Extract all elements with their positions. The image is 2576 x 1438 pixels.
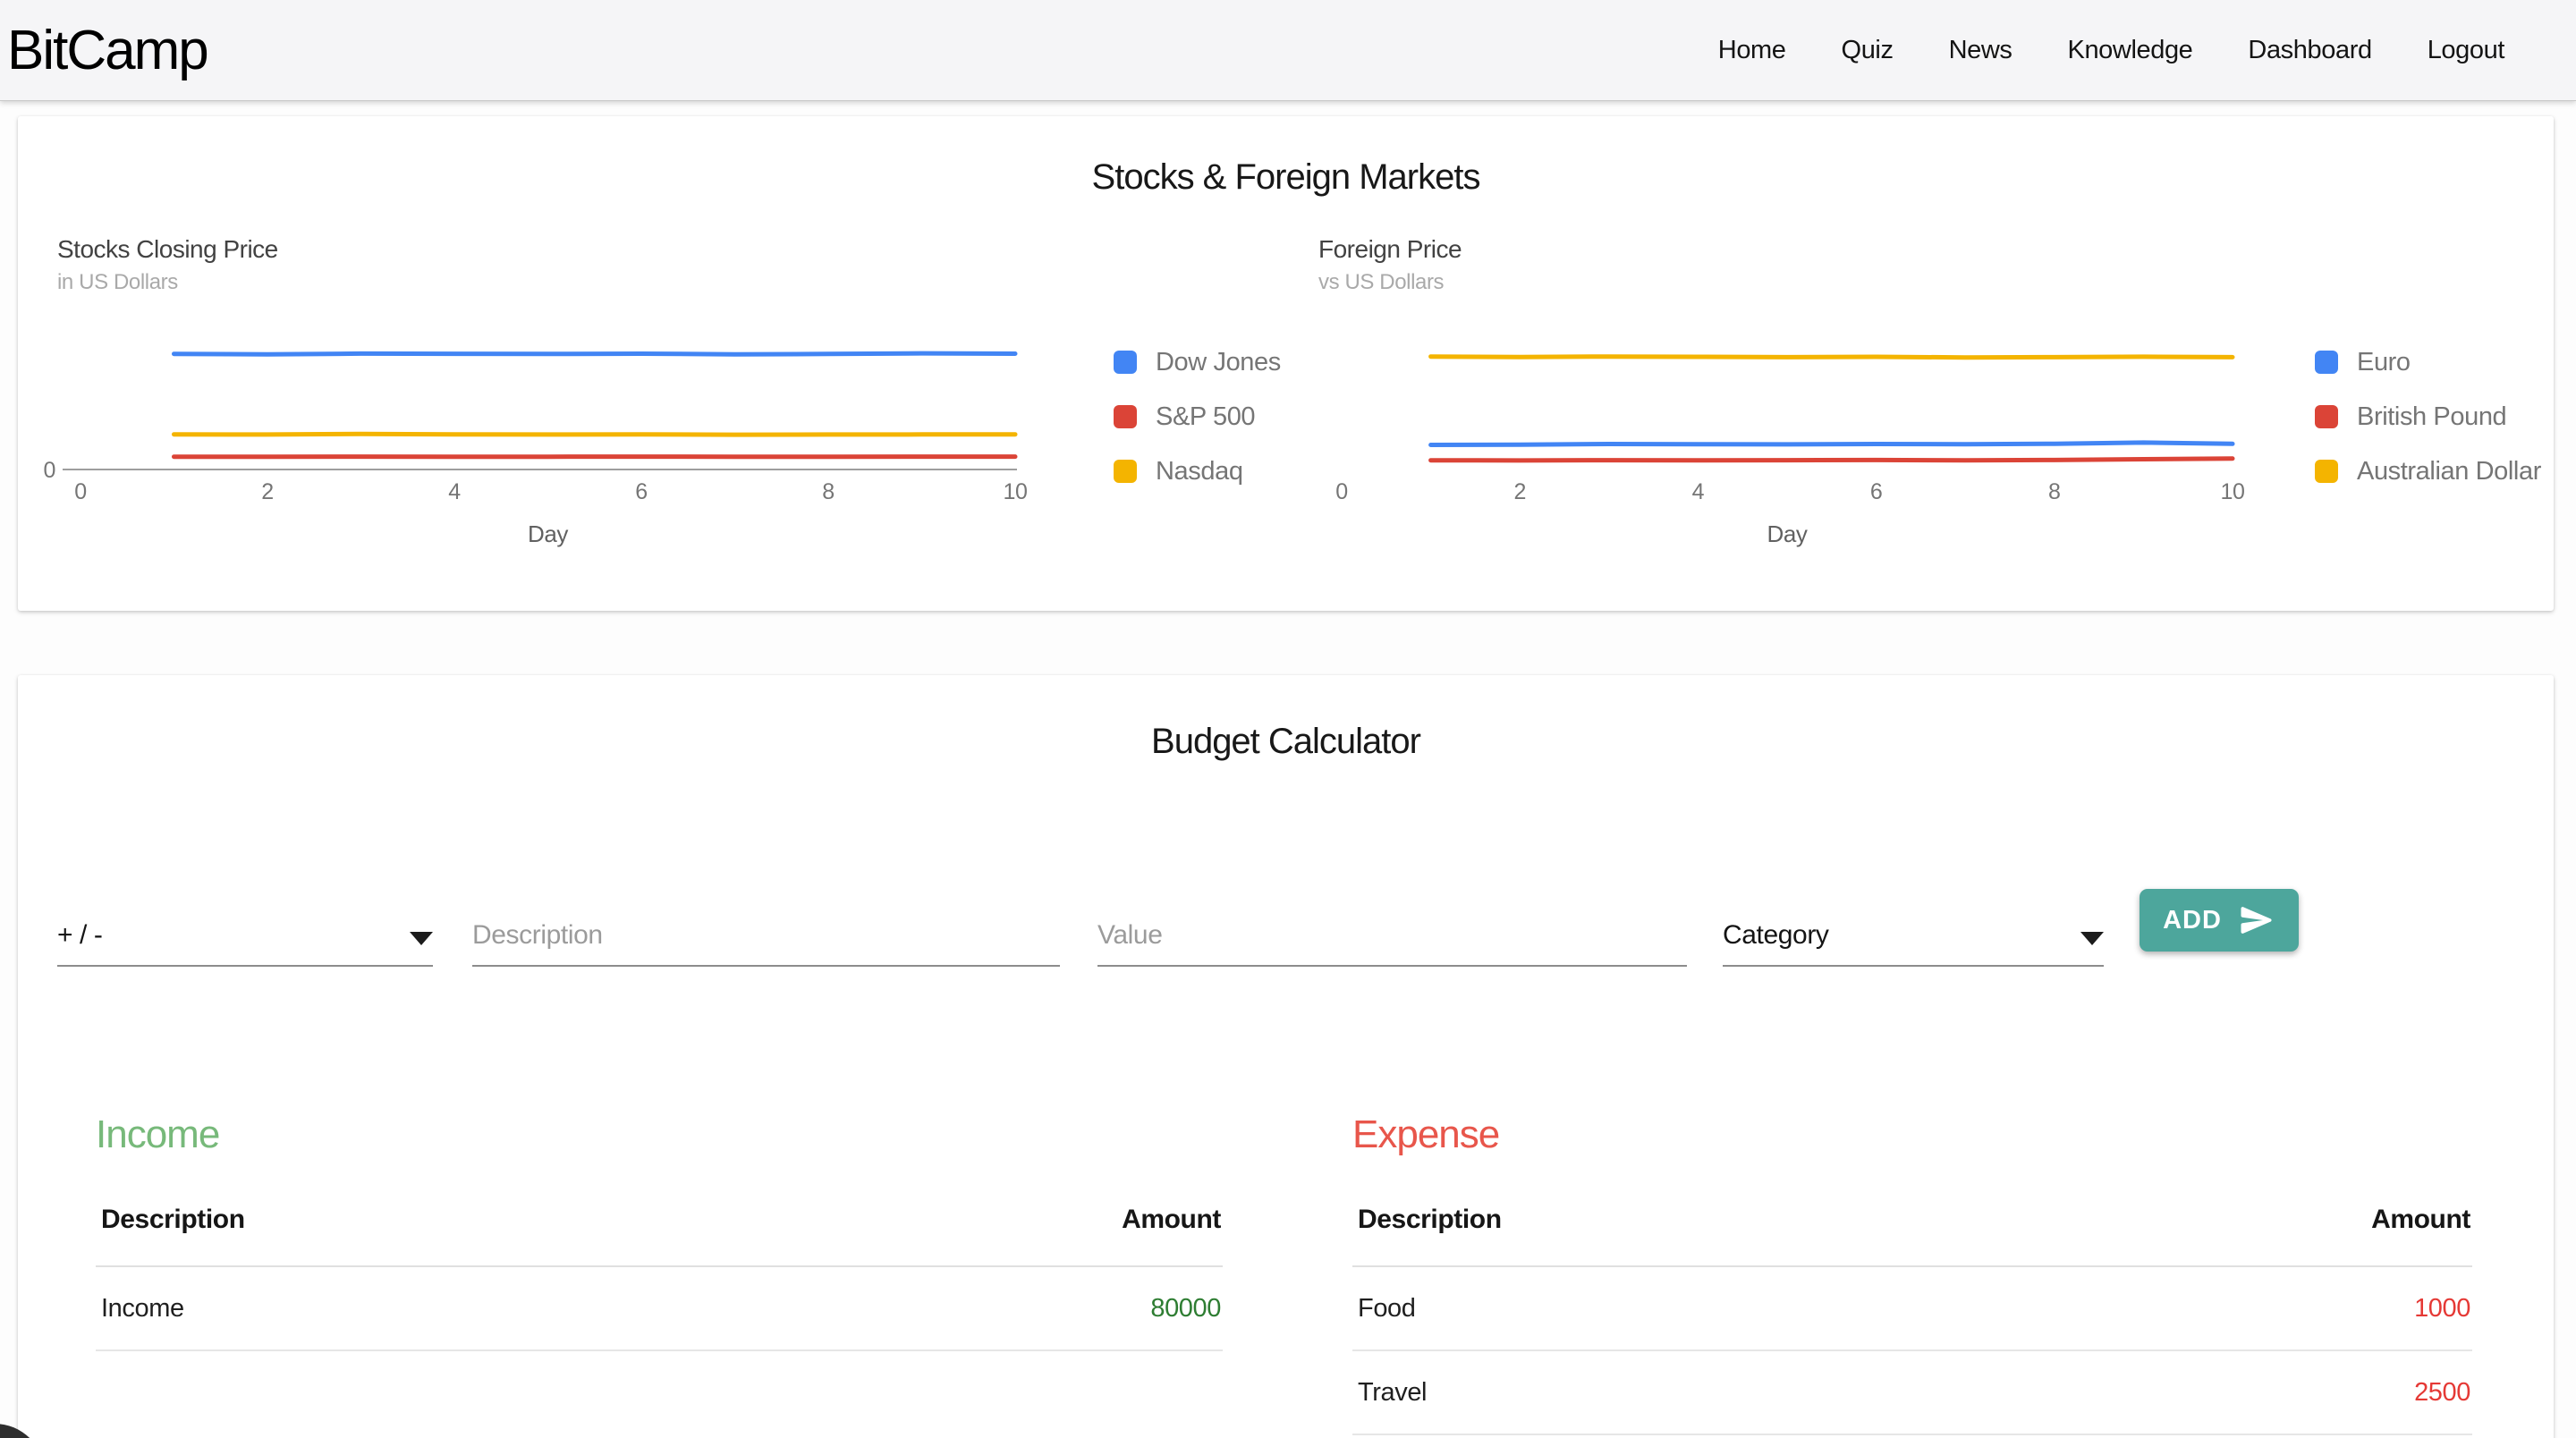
nav-item-dashboard[interactable]: Dashboard: [2248, 35, 2372, 64]
stocks-chart-title: Stocks Closing Price: [57, 235, 278, 263]
income-table: Description Amount Income 80000: [96, 1180, 1223, 1351]
svg-text:Day: Day: [528, 520, 568, 547]
category-select-value: Category: [1723, 920, 1829, 950]
stocks-line-chart: 00 2 4 6 8 10 Day: [43, 351, 1028, 547]
legend-swatch: [1114, 460, 1137, 483]
foreign-chart-title: Foreign Price: [1318, 235, 1462, 263]
income-table-header-row: Description Amount: [96, 1180, 1223, 1267]
legend-item-dow-jones: Dow Jones: [1114, 348, 1281, 376]
add-button-label: ADD: [2163, 905, 2222, 935]
row-description: Income: [96, 1266, 754, 1351]
legend-swatch: [1114, 405, 1137, 428]
legend-item-nasdaq: Nasdaq: [1114, 457, 1281, 486]
expense-col-amount: Amount: [2005, 1180, 2472, 1267]
row-amount: 1055.50: [2005, 1434, 2472, 1438]
expense-heading: Expense: [1352, 1112, 1500, 1156]
legend-label: Nasdaq: [1156, 456, 1243, 486]
table-row: Travel 2500: [1352, 1350, 2472, 1435]
row-description: Food: [1352, 1266, 2006, 1351]
foreign-line-chart: 0 2 4 6 8 10 Day: [1335, 354, 2245, 547]
budget-tables: Income Description Amount Income 80000 Ex…: [18, 1112, 2554, 1438]
foreign-chart-legend: Euro British Pound Australian Dollar: [2315, 348, 2541, 486]
expense-table: Description Amount Food1000Travel2500Sho…: [1352, 1180, 2472, 1438]
legend-label: Euro: [2357, 347, 2411, 376]
budget-card: Budget Calculator + / - Category ADD: [18, 675, 2554, 1438]
svg-text:10: 10: [2220, 479, 2244, 504]
brand-logo[interactable]: BitCamp: [7, 19, 209, 81]
markets-card: Stocks & Foreign Markets Stocks Closing …: [18, 116, 2554, 611]
svg-text:4: 4: [1692, 479, 1705, 504]
income-col-description: Description: [96, 1180, 754, 1267]
expense-col-description: Description: [1352, 1180, 2006, 1267]
nav-item-home[interactable]: Home: [1717, 35, 1786, 64]
income-col-amount: Amount: [753, 1180, 1223, 1267]
svg-text:Day: Day: [1767, 520, 1807, 547]
legend-swatch: [2315, 405, 2338, 428]
expense-table-header-row: Description Amount: [1352, 1180, 2472, 1267]
svg-text:6: 6: [1870, 479, 1883, 504]
nav-item-news[interactable]: News: [1948, 35, 2012, 64]
category-select[interactable]: Category: [1723, 897, 2104, 967]
table-row: Food 1000: [1352, 1266, 2472, 1351]
stocks-chart-header: Stocks Closing Price in US Dollars: [57, 234, 1279, 295]
sign-select[interactable]: + / -: [57, 897, 433, 967]
row-amount: 80000: [753, 1266, 1223, 1351]
value-input[interactable]: [1097, 920, 1687, 951]
foreign-chart-subtitle: vs US Dollars: [1318, 270, 1445, 294]
nav-item-knowledge[interactable]: Knowledge: [2067, 35, 2193, 64]
description-input[interactable]: [472, 920, 1060, 951]
legend-label: Dow Jones: [1156, 347, 1281, 376]
budget-card-title: Budget Calculator: [1151, 722, 1421, 761]
row-description: Shopping: [1352, 1434, 2006, 1438]
row-amount: 1000: [2005, 1266, 2472, 1351]
chevron-down-icon: [2080, 932, 2104, 945]
income-section: Income Description Amount Income 80000: [96, 1112, 1223, 1438]
row-amount: 2500: [2005, 1350, 2472, 1435]
nav-item-quiz[interactable]: Quiz: [1841, 35, 1894, 64]
svg-text:6: 6: [635, 479, 648, 504]
legend-item-australian-dollar: Australian Dollar: [2315, 457, 2541, 486]
legend-item-s-p-500: S&P 500: [1114, 402, 1281, 431]
value-field-wrap: [1097, 897, 1687, 967]
svg-text:8: 8: [2048, 479, 2061, 504]
legend-label: British Pound: [2357, 402, 2507, 431]
legend-label: Australian Dollar: [2357, 456, 2541, 486]
legend-label: S&P 500: [1156, 402, 1256, 431]
stocks-chart-legend: Dow Jones S&P 500 Nasdaq: [1114, 348, 1281, 486]
table-row: Shopping1055.50: [1352, 1434, 2472, 1438]
svg-text:0: 0: [43, 458, 55, 483]
row-description: Travel: [1352, 1350, 2006, 1435]
description-field-wrap: [472, 897, 1060, 967]
svg-text:0: 0: [1335, 479, 1348, 504]
svg-text:2: 2: [1513, 479, 1526, 504]
svg-text:0: 0: [74, 479, 87, 504]
foreign-chart-header: Foreign Price vs US Dollars: [1318, 234, 2540, 295]
nav-item-logout[interactable]: Logout: [2427, 35, 2505, 64]
svg-text:4: 4: [448, 479, 461, 504]
chevron-down-icon: [410, 932, 433, 945]
budget-form: + / - Category ADD: [18, 763, 2554, 977]
foreign-chart-block: Foreign Price vs US Dollars 0 2 4 6 8 10 Day E…: [1279, 211, 2541, 578]
markets-card-title: Stocks & Foreign Markets: [1091, 157, 1481, 197]
income-heading: Income: [96, 1112, 220, 1156]
add-button[interactable]: ADD: [2140, 889, 2299, 952]
table-row: Income 80000: [96, 1266, 1223, 1351]
sign-select-value: + / -: [57, 920, 103, 950]
send-icon: [2241, 907, 2272, 934]
svg-text:2: 2: [261, 479, 274, 504]
legend-swatch: [2315, 460, 2338, 483]
expense-section: Expense Description Amount Food 1000 Trave…: [1352, 1112, 2472, 1438]
svg-text:8: 8: [822, 479, 835, 504]
legend-item-euro: Euro: [2315, 348, 2541, 376]
svg-text:10: 10: [1003, 479, 1027, 504]
legend-swatch: [1114, 351, 1137, 374]
nav-menu: Home Quiz News Knowledge Dashboard Logout: [1717, 35, 2505, 65]
top-nav: BitCamp Home Quiz News Knowledge Dashboard Lo…: [0, 0, 2576, 101]
stocks-chart-subtitle: in US Dollars: [57, 270, 178, 294]
legend-item-british-pound: British Pound: [2315, 402, 2541, 431]
legend-swatch: [2315, 351, 2338, 374]
